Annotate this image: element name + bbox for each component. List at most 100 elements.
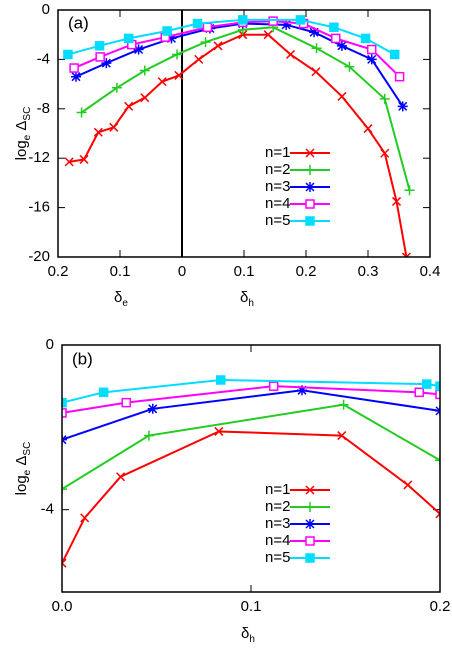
x-axis-label: δh <box>241 625 255 645</box>
marker <box>94 41 105 51</box>
legend-label: n=4 <box>265 195 290 212</box>
marker <box>305 553 315 563</box>
marker <box>435 389 440 400</box>
marker <box>69 63 79 73</box>
x-tick-label: 0.1 <box>234 263 255 280</box>
marker <box>62 558 67 568</box>
legend-label: n=5 <box>265 549 290 566</box>
y-tick-label: -20 <box>28 248 50 265</box>
x-tick-label: 0.1 <box>110 263 131 280</box>
x-axis-label-subscript: h <box>249 634 255 645</box>
marker <box>62 408 67 418</box>
marker <box>147 403 158 414</box>
marker <box>111 82 122 93</box>
y-axis-label: loge ΔSC <box>13 107 33 161</box>
marker <box>366 54 377 65</box>
marker <box>366 44 377 55</box>
marker <box>305 182 315 192</box>
marker <box>309 27 320 38</box>
marker <box>162 26 172 36</box>
marker <box>394 71 405 82</box>
marker <box>422 379 432 389</box>
marker <box>214 426 224 436</box>
marker <box>389 49 400 60</box>
x-tick-label: 0.3 <box>358 263 379 280</box>
marker <box>401 252 411 257</box>
marker <box>238 15 248 25</box>
panel: 0 -4 0.0 0.1 0.2 n=1n=2n=3n=4n=5 (b) loge ΔSC δh <box>13 336 450 645</box>
marker <box>363 124 373 134</box>
y-axis-label: loge ΔSC <box>13 442 33 496</box>
marker <box>305 216 315 226</box>
legend-label: n=2 <box>265 498 290 515</box>
y-tick-label: -4 <box>37 50 50 67</box>
x-tick-label: 0.0 <box>52 598 73 615</box>
panel-label: (b) <box>72 349 93 368</box>
marker <box>121 397 132 408</box>
marker <box>311 67 321 77</box>
marker <box>435 509 440 519</box>
marker <box>403 480 413 490</box>
marker <box>174 70 184 80</box>
marker <box>202 22 213 33</box>
y-axis-label-subscript: e <box>22 134 33 140</box>
marker <box>311 43 322 54</box>
legend-label: n=1 <box>265 144 290 161</box>
marker <box>331 33 341 44</box>
marker <box>360 33 371 44</box>
marker <box>64 157 74 167</box>
marker <box>109 122 119 132</box>
marker <box>305 502 315 512</box>
marker <box>263 30 273 40</box>
marker <box>123 33 134 44</box>
legend-label: n=2 <box>265 161 290 178</box>
marker <box>93 127 103 137</box>
marker <box>192 18 203 29</box>
x-tick-label: 0.2 <box>48 263 69 280</box>
x-tick-label: 0.1 <box>241 598 262 615</box>
marker <box>124 101 134 111</box>
marker <box>295 15 306 25</box>
marker <box>157 77 167 87</box>
marker <box>435 455 440 466</box>
series-line <box>62 403 440 490</box>
marker <box>305 148 315 158</box>
marker <box>268 16 278 26</box>
marker <box>435 381 440 391</box>
marker <box>194 54 204 64</box>
marker <box>281 19 292 30</box>
x-tick-label: 0.4 <box>420 263 441 280</box>
legend-label: n=3 <box>265 178 290 195</box>
marker <box>329 22 339 33</box>
series-line <box>62 430 440 564</box>
marker <box>305 165 315 175</box>
marker <box>344 61 355 72</box>
y-tick-label: -16 <box>28 199 50 216</box>
marker <box>285 49 296 59</box>
marker <box>391 196 402 206</box>
legend-label: n=1 <box>265 481 290 498</box>
y-axis-label-part: Δ <box>13 121 30 135</box>
marker <box>101 58 112 69</box>
y-tick-label: -12 <box>28 149 50 166</box>
legend-label: n=5 <box>265 212 290 229</box>
y-tick-label: 0 <box>42 1 50 18</box>
marker <box>139 65 150 76</box>
marker <box>62 484 67 495</box>
plot-frame <box>61 344 441 593</box>
marker <box>98 387 109 398</box>
marker <box>166 33 177 44</box>
x-axis-label-part: δ <box>114 289 122 306</box>
series-line <box>62 389 440 441</box>
marker <box>80 513 90 523</box>
marker <box>76 107 87 118</box>
y-axis-label-part: Δ <box>13 456 30 470</box>
y-axis-label-part: log <box>13 475 30 495</box>
marker <box>337 431 347 441</box>
marker <box>337 91 347 101</box>
marker <box>305 519 315 529</box>
marker <box>379 93 390 104</box>
marker <box>63 49 73 60</box>
series-line <box>67 18 396 56</box>
legend-label: n=3 <box>265 515 290 532</box>
